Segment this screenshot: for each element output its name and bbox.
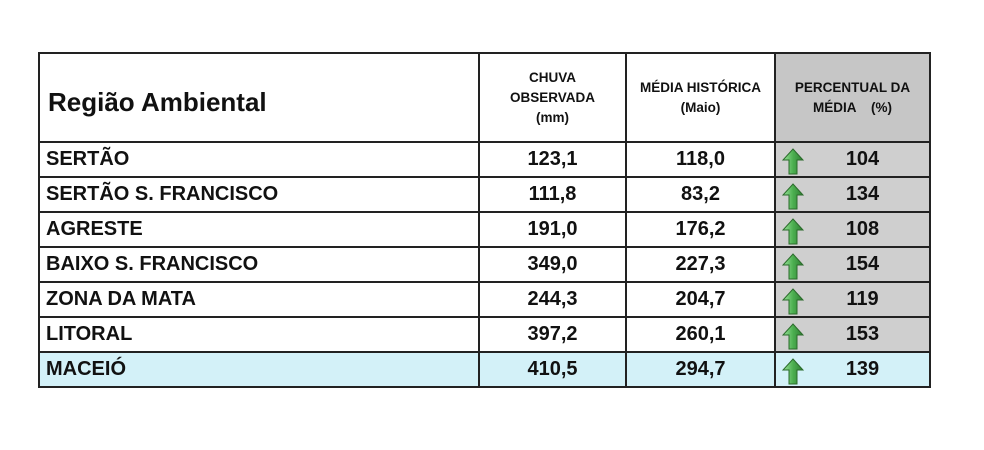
historical-cell: 294,7 bbox=[625, 351, 776, 388]
region-cell: MACEIÓ bbox=[38, 351, 480, 388]
percent-value: 108 bbox=[845, 218, 880, 240]
observed-cell: 349,0 bbox=[478, 246, 627, 283]
percent-cell: 108 bbox=[774, 211, 931, 248]
percent-cell: 119 bbox=[774, 281, 931, 318]
observed-cell: 123,1 bbox=[478, 141, 627, 178]
percent-cell: 153 bbox=[774, 316, 931, 353]
observed-cell: 397,2 bbox=[478, 316, 627, 353]
arrow-up-icon bbox=[782, 288, 804, 315]
historical-cell: 260,1 bbox=[625, 316, 776, 353]
percent-value: 154 bbox=[845, 253, 880, 275]
historical-cell: 227,3 bbox=[625, 246, 776, 283]
percent-value: 104 bbox=[845, 148, 880, 170]
header-region: Região Ambiental bbox=[38, 52, 480, 143]
arrow-up-icon bbox=[782, 323, 804, 350]
percent-cell: 139 bbox=[774, 351, 931, 388]
percent-cell: 104 bbox=[774, 141, 931, 178]
percent-value: 134 bbox=[845, 183, 880, 205]
region-cell: ZONA DA MATA bbox=[38, 281, 480, 318]
table-row: ZONA DA MATA 244,3 204,7 119 bbox=[38, 281, 931, 318]
historical-cell: 118,0 bbox=[625, 141, 776, 178]
region-cell: SERTÃO S. FRANCISCO bbox=[38, 176, 480, 213]
header-historical-line: MÉDIA HISTÓRICA bbox=[640, 79, 761, 95]
arrow-up-icon bbox=[782, 183, 804, 210]
header-observed-line: OBSERVADA bbox=[509, 89, 595, 105]
header-observed: CHUVA OBSERVADA (mm) bbox=[478, 52, 627, 143]
percent-cell: 134 bbox=[774, 176, 931, 213]
arrow-up-icon bbox=[782, 148, 804, 175]
region-cell: LITORAL bbox=[38, 316, 480, 353]
historical-cell: 176,2 bbox=[625, 211, 776, 248]
region-cell: AGRESTE bbox=[38, 211, 480, 248]
header-percent-line: PERCENTUAL DA bbox=[794, 79, 911, 95]
table-row: AGRESTE 191,0 176,2 108 bbox=[38, 211, 931, 248]
observed-cell: 111,8 bbox=[478, 176, 627, 213]
rainfall-table: Região Ambiental CHUVA OBSERVADA (mm) MÉ… bbox=[38, 52, 931, 388]
historical-cell: 83,2 bbox=[625, 176, 776, 213]
observed-cell: 244,3 bbox=[478, 281, 627, 318]
arrow-up-icon bbox=[782, 358, 804, 385]
historical-cell: 204,7 bbox=[625, 281, 776, 318]
arrow-up-icon bbox=[782, 253, 804, 280]
header-percent: PERCENTUAL DA MÉDIA (%) bbox=[774, 52, 931, 143]
table-row: SERTÃO S. FRANCISCO 111,8 83,2 134 bbox=[38, 176, 931, 213]
region-cell: SERTÃO bbox=[38, 141, 480, 178]
arrow-up-icon bbox=[782, 218, 804, 245]
table-row: SERTÃO 123,1 118,0 104 bbox=[38, 141, 931, 178]
header-historical: MÉDIA HISTÓRICA (Maio) bbox=[625, 52, 776, 143]
observed-cell: 410,5 bbox=[478, 351, 627, 388]
percent-value: 119 bbox=[846, 288, 879, 310]
percent-value: 139 bbox=[845, 358, 880, 380]
header-observed-line: (mm) bbox=[536, 109, 569, 125]
table-row: BAIXO S. FRANCISCO 349,0 227,3 154 bbox=[38, 246, 931, 283]
header-historical-line: (Maio) bbox=[680, 99, 721, 115]
table-row: LITORAL 397,2 260,1 153 bbox=[38, 316, 931, 353]
header-percent-line: MÉDIA (%) bbox=[813, 99, 892, 115]
table-row: MACEIÓ 410,5 294,7 139 bbox=[38, 351, 931, 388]
header-observed-line: CHUVA bbox=[529, 69, 576, 85]
percent-value: 153 bbox=[845, 323, 880, 345]
observed-cell: 191,0 bbox=[478, 211, 627, 248]
header-row: Região Ambiental CHUVA OBSERVADA (mm) MÉ… bbox=[38, 52, 931, 143]
percent-cell: 154 bbox=[774, 246, 931, 283]
region-cell: BAIXO S. FRANCISCO bbox=[38, 246, 480, 283]
